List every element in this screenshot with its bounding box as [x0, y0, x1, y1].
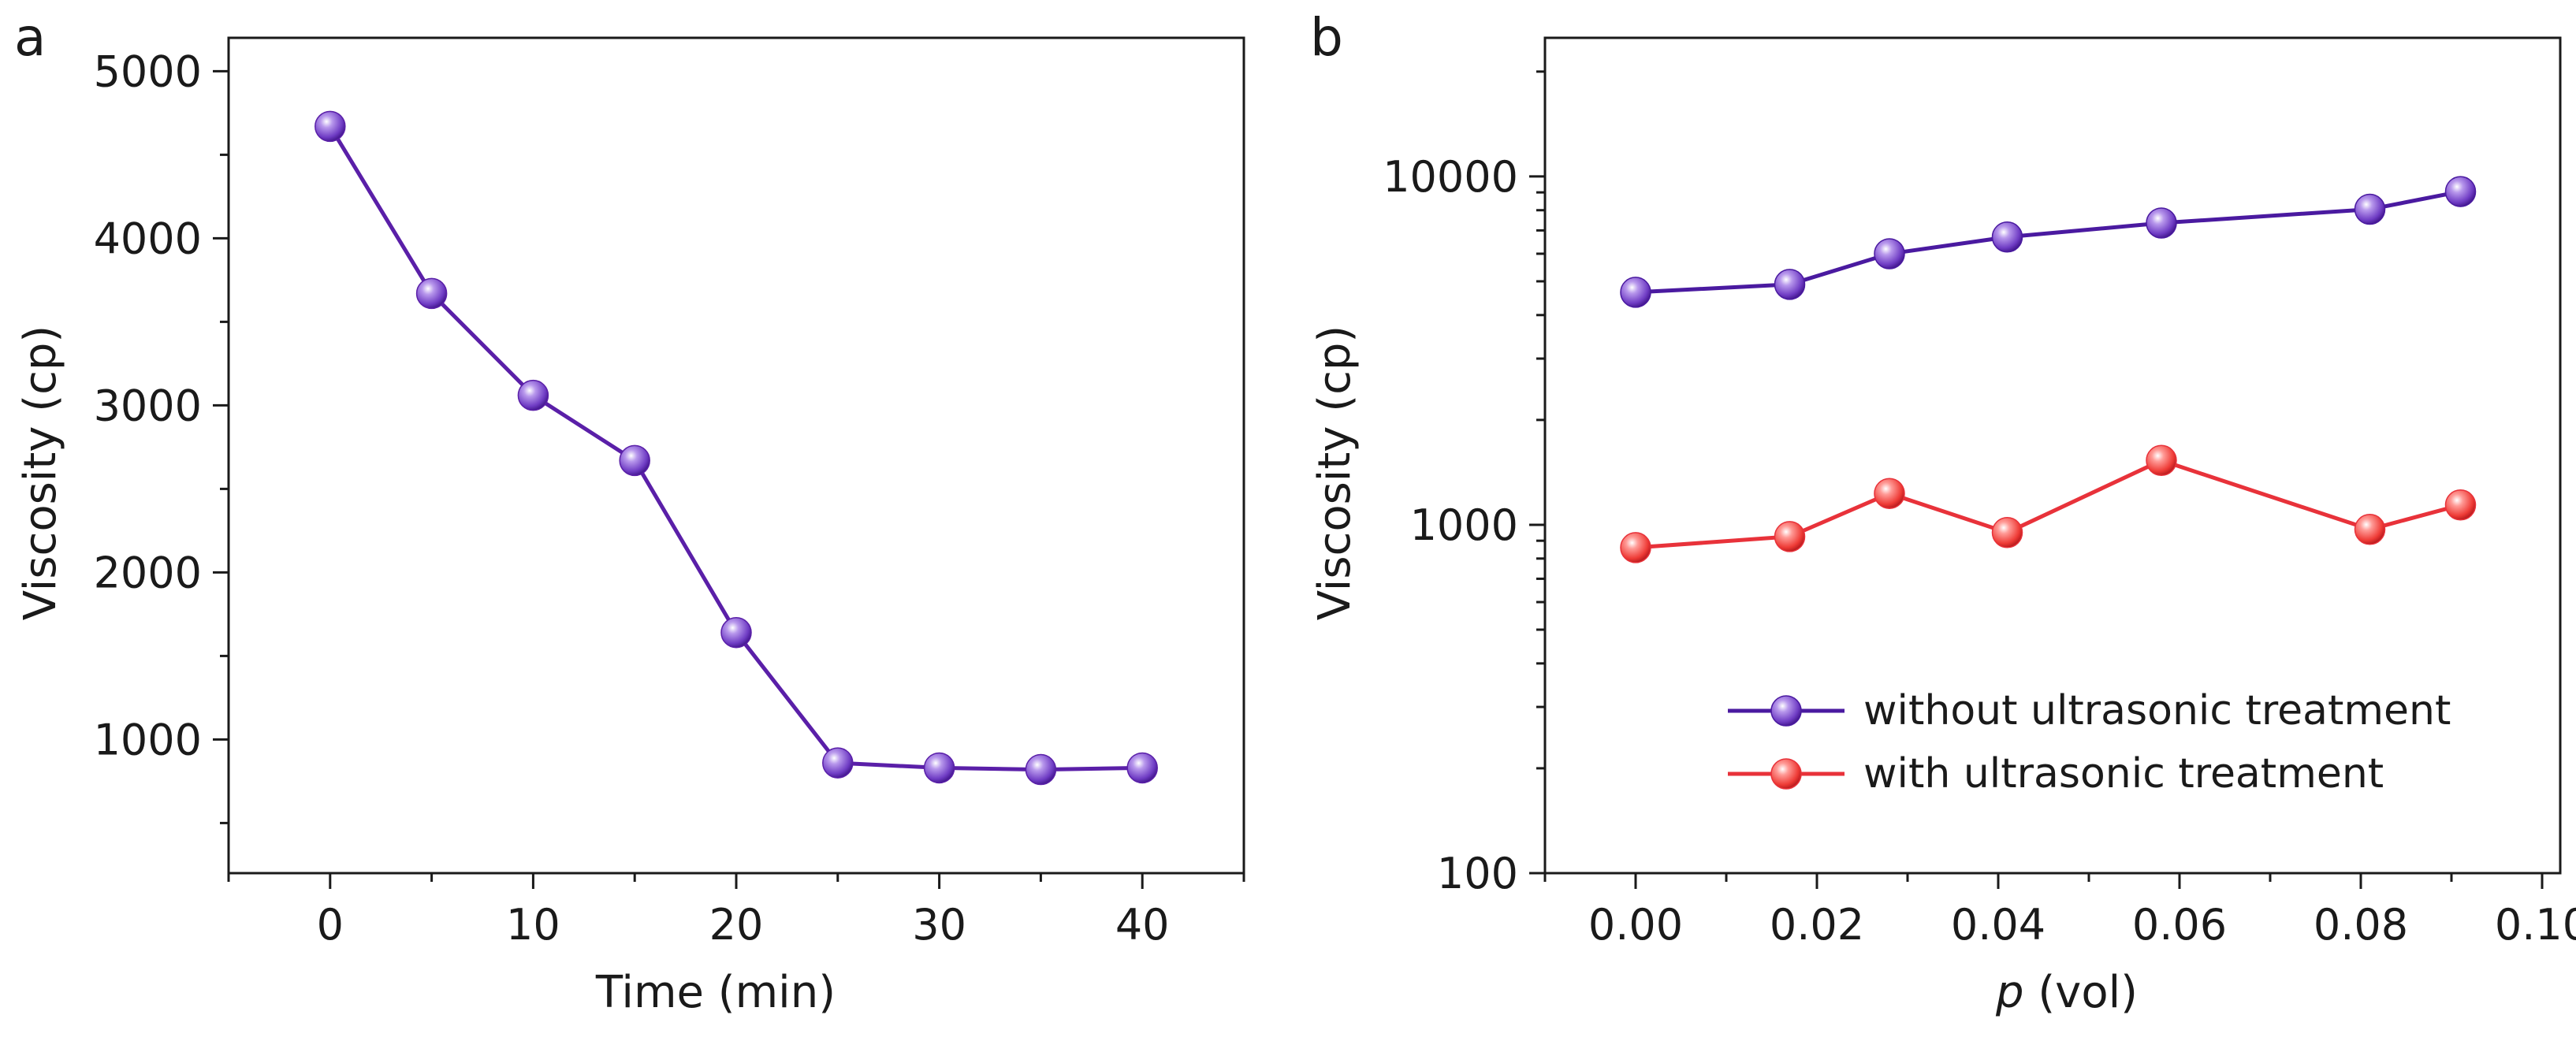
panel-a-plot-frame: [227, 36, 1245, 875]
panel-a-x-tick-label: 10: [506, 900, 560, 950]
panel-b-x-axis-title-unit: (vol): [2024, 967, 2138, 1018]
panel-a-series-1-point: [1025, 753, 1057, 786]
panel-b-series-2-point: [2354, 514, 2386, 545]
panel-b-series-2-point: [1874, 478, 1905, 509]
panel-b-series-1-point: [2444, 176, 2477, 207]
panel-a-series-1-point: [923, 752, 955, 784]
panel-b-series-1-point: [1991, 221, 2023, 253]
panel-a-series-1-point: [1126, 752, 1158, 784]
panel-a-series-1-point: [619, 444, 650, 477]
legend-marker: [1770, 758, 1802, 790]
panel-a-x-tick-label: 20: [709, 900, 764, 950]
panel-a-series-1-point: [720, 616, 752, 649]
panel-a-x-tick-label: 30: [912, 900, 966, 950]
panel-b-x-tick-label: 0.06: [2132, 900, 2227, 950]
panel-b-plot-frame: [1543, 36, 2562, 875]
panel-a-x-axis-title: Time (min): [595, 967, 836, 1018]
panel-b-series-1-point: [2146, 207, 2177, 239]
panel-b-x-tick-label: 0.04: [1951, 900, 2046, 950]
panel-a-plot-area: 0 10 20 30 40 1000 2000 3000 4000 5000: [94, 36, 1245, 950]
panel-b-series-2-point: [1991, 517, 2023, 548]
panel-b-x-tick-label: 0.08: [2314, 900, 2408, 950]
panel-b-x-tick-label: 0.10: [2495, 900, 2576, 950]
panel-a-letter: a: [14, 7, 46, 68]
panel-b-y-tick-label: 1000: [1410, 500, 1518, 550]
panel-b-series-1-point: [2354, 193, 2386, 225]
panel-a-y-tick-label: 5000: [94, 46, 202, 96]
panel-a-series-1-line: [328, 125, 1143, 772]
panel-b-y-tick-label: 100: [1437, 849, 1518, 898]
panel-b-x-axis-title-symbol: p: [1995, 967, 2024, 1018]
panel-a-series-1-point: [822, 747, 854, 779]
panel-a-y-tick-label: 3000: [94, 381, 202, 430]
panel-a-series-1-point: [415, 277, 448, 310]
panel-a-y-tick-label: 4000: [94, 214, 202, 263]
panel-b-letter: b: [1310, 7, 1343, 68]
panel-b-series-2-point: [1774, 521, 1806, 552]
panel-a: a 0 10 20 30 40 1000 2000 3000 4000 5000 Time (mi…: [14, 7, 1245, 1018]
panel-a-x-tick-label: 0: [317, 900, 344, 950]
panel-b-legend: without ultrasonic treatment with ultraso…: [1728, 687, 2451, 797]
panel-b-x-axis-title: p (vol): [1995, 967, 2138, 1018]
panel-a-series-1-point: [517, 379, 549, 411]
panel-a-y-axis-title: Viscosity (cp): [15, 325, 66, 621]
panel-a-x-tick-label: 40: [1115, 900, 1170, 950]
panel-b-series-2-point: [2146, 444, 2177, 477]
panel-b-x-tick-label: 0.02: [1770, 900, 1864, 950]
legend-label: without ultrasonic treatment: [1863, 687, 2451, 734]
panel-b-series-2-line: [1635, 458, 2462, 550]
panel-b-plot-area: 0.00 0.02 0.04 0.06 0.08 0.10 100 1000 10000: [1383, 36, 2576, 950]
legend-marker: [1770, 695, 1802, 727]
panel-b-series-2-point: [1620, 532, 1651, 563]
panel-a-series-1-point: [315, 110, 346, 143]
panel-b-series-1-line: [1635, 189, 2461, 295]
panel-a-y-tick-label: 2000: [94, 548, 202, 597]
panel-b-series-2-point: [2444, 489, 2477, 521]
panel-a-y-tick-label: 1000: [94, 715, 202, 764]
panel-b-y-axis-title: Viscosity (cp): [1309, 325, 1361, 621]
panel-b-x-tick-label: 0.00: [1588, 900, 1683, 950]
panel-b-y-tick-label: 10000: [1383, 152, 1518, 202]
panel-b-series-1-point: [1874, 238, 1905, 270]
panel-b: b 0.00 0.02 0.04 0.06 0.08 0.10 100 1000 10000 p…: [1309, 7, 2576, 1018]
panel-b-series-1-point: [1620, 277, 1651, 308]
legend-label: with ultrasonic treatment: [1863, 750, 2384, 797]
panel-b-series-1-point: [1774, 269, 1806, 300]
